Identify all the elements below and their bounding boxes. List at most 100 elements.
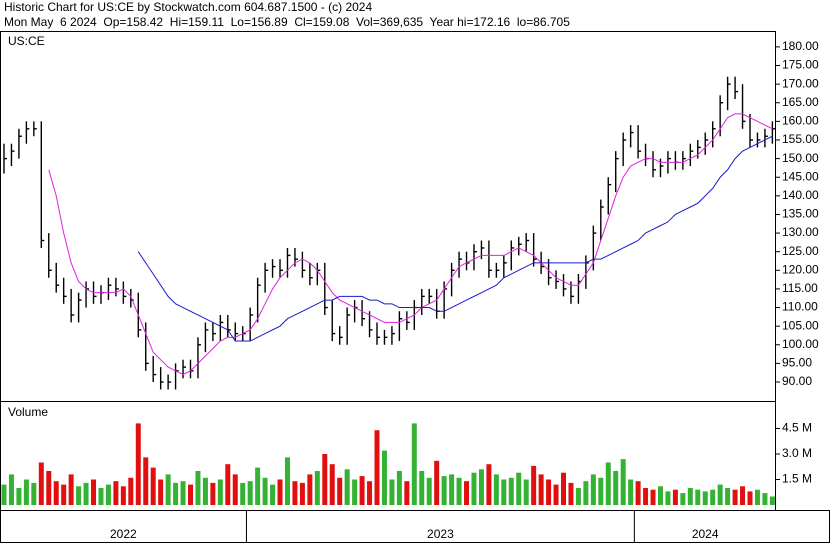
volume-bar (195, 471, 201, 505)
symbol-label: US:CE (8, 34, 45, 48)
y-tick-label: 140.00 (782, 188, 819, 202)
volume-bar (493, 474, 499, 505)
chart-subtitle: Mon May 6 2024 Op=158.42 Hi=159.11 Lo=15… (4, 15, 570, 29)
volume-bar (188, 484, 193, 505)
volume-bar (740, 486, 746, 505)
volume-bar (665, 491, 671, 505)
volume-bar (128, 477, 134, 505)
volume-bar (396, 471, 402, 505)
volume-bar (531, 465, 537, 505)
volume-bar (754, 489, 760, 505)
y-tick-label: 120.00 (782, 262, 819, 276)
volume-bar (456, 477, 462, 505)
y-tick-label: 175.00 (782, 58, 819, 72)
volume-bar (255, 467, 261, 505)
volume-bar (292, 481, 298, 505)
volume-bar (202, 477, 208, 505)
volume-bar (46, 471, 52, 505)
volume-bar (598, 477, 604, 505)
volume-bar (83, 482, 89, 505)
volume-bar (120, 486, 126, 505)
moving-average (48, 113, 773, 376)
volume-bar (695, 489, 701, 505)
volume-bar (68, 474, 74, 505)
volume-bar (1, 484, 7, 505)
volume-bar (702, 491, 708, 505)
volume-bar (329, 464, 335, 505)
y-tick-label: 110.00 (782, 300, 818, 314)
volume-bar (91, 479, 97, 505)
volume-bar (717, 484, 723, 505)
volume-bar (143, 457, 149, 505)
moving-average (137, 135, 773, 342)
volume-bar (31, 482, 37, 505)
y-tick-label: 165.00 (782, 95, 819, 109)
volume-bar (374, 430, 380, 505)
year-label: 2024 (692, 527, 719, 541)
volume-bar (635, 481, 641, 505)
volume-bar (590, 474, 596, 505)
volume-bar (762, 493, 768, 505)
volume-bar (605, 462, 611, 505)
volume-tick-label: 4.5 M (782, 421, 812, 435)
volume-bar (434, 460, 440, 505)
volume-bar (270, 484, 276, 505)
volume-bar (620, 459, 626, 505)
volume-bar (583, 481, 589, 505)
volume-bar (680, 493, 686, 505)
volume-bar (426, 477, 432, 505)
chart-title: Historic Chart for US:CE by Stockwatch.c… (4, 0, 372, 14)
year-label: 2022 (110, 527, 137, 541)
volume-bar (769, 496, 775, 505)
volume-bar (657, 486, 663, 505)
volume-bar (747, 491, 753, 505)
volume-bar (23, 479, 29, 505)
volume-bar (501, 479, 507, 505)
volume-bar (389, 479, 395, 505)
volume-bar (277, 479, 283, 505)
volume-label: Volume (8, 405, 48, 419)
y-tick-label: 95.00 (782, 356, 812, 370)
volume-bar (299, 482, 305, 505)
volume-bar (486, 464, 492, 505)
volume-bar (471, 472, 477, 505)
volume-bar (150, 467, 156, 505)
volume-bar (441, 476, 447, 505)
volume-bar (8, 474, 14, 505)
y-tick-label: 150.00 (782, 151, 819, 165)
y-tick-label: 105.00 (782, 318, 819, 332)
volume-bar (284, 457, 290, 505)
volume-bar (687, 488, 693, 505)
price-panel (0, 31, 776, 402)
y-tick-label: 145.00 (782, 169, 819, 183)
y-tick-label: 155.00 (782, 132, 819, 146)
volume-bar (180, 481, 186, 505)
volume-bar (232, 474, 238, 505)
volume-bar (553, 484, 559, 505)
volume-bar (314, 471, 320, 505)
volume-bar (650, 489, 656, 505)
y-tick-label: 115.00 (782, 281, 818, 295)
y-tick-label: 90.00 (782, 374, 812, 388)
volume-bar (61, 484, 67, 505)
volume-bar (419, 471, 425, 505)
year-label: 2023 (427, 527, 454, 541)
volume-bar (359, 476, 365, 505)
volume-bar (523, 479, 529, 505)
volume-bar (561, 472, 566, 505)
volume-bar (322, 454, 328, 505)
volume-bar (247, 481, 253, 505)
volume-bar (173, 482, 179, 505)
volume-bar (240, 482, 246, 505)
volume-bar (262, 477, 268, 505)
volume-bar (344, 469, 350, 505)
volume-bar (225, 464, 231, 505)
volume-bar (464, 481, 470, 505)
volume-bar (538, 474, 544, 505)
y-tick-label: 180.00 (782, 39, 819, 53)
volume-bar (381, 450, 387, 505)
volume-bar (478, 469, 484, 505)
volume-bar (135, 423, 141, 505)
